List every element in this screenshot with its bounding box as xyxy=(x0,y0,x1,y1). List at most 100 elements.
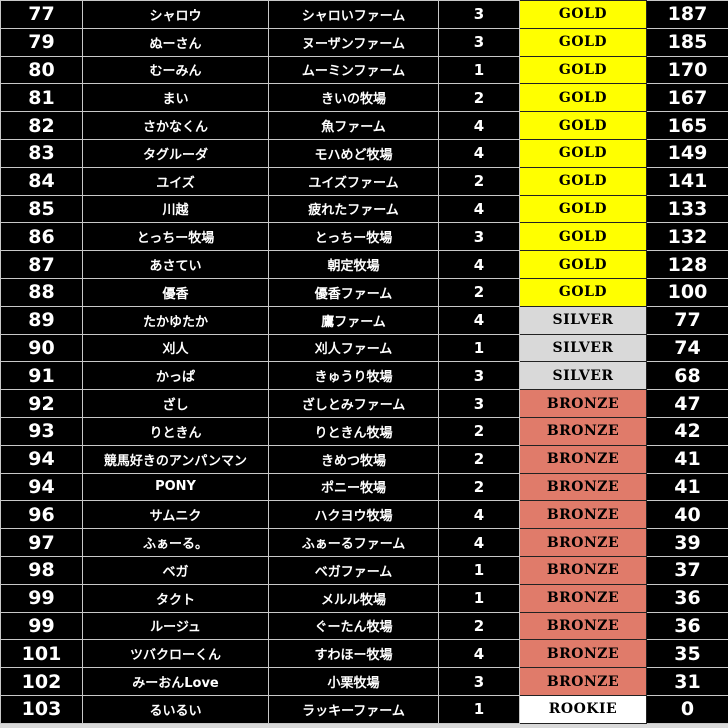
number-cell: 4 xyxy=(438,138,520,168)
table-row: 82 さかなくん 魚ファーム 4 GOLD 165 xyxy=(0,111,728,140)
number-cell: 3 xyxy=(438,27,520,57)
player-name-cell: あさてい xyxy=(82,250,269,279)
rank-cell: 88 xyxy=(0,277,83,307)
points-cell: 40 xyxy=(646,500,728,530)
rank-cell: 87 xyxy=(0,250,83,279)
tier-badge: SILVER xyxy=(519,333,647,363)
number-cell: 1 xyxy=(438,333,520,363)
number-cell: 4 xyxy=(438,639,520,669)
points-cell: 165 xyxy=(646,111,728,140)
number-cell: 4 xyxy=(438,250,520,279)
points-cell: 187 xyxy=(646,0,728,29)
number-cell: 1 xyxy=(438,55,520,85)
rank-cell: 86 xyxy=(0,222,83,252)
tier-badge: ROOKIE xyxy=(519,694,647,724)
rank-cell: 77 xyxy=(0,0,83,29)
tier-badge: GOLD xyxy=(519,166,647,196)
table-row: 91 かっぱ きゅうり牧場 3 SILVER 68 xyxy=(0,361,728,391)
table-row: 98 ベガ ベガファーム 1 BRONZE 37 xyxy=(0,555,728,585)
player-name-cell: PONY xyxy=(82,472,269,502)
table-row: 89 たかゆたか 鷹ファーム 4 SILVER 77 xyxy=(0,305,728,335)
table-row: 92 ざし ざしとみファーム 3 BRONZE 47 xyxy=(0,389,728,418)
rank-cell: 90 xyxy=(0,333,83,363)
player-name-cell: ベガ xyxy=(82,555,269,585)
tier-badge: BRONZE xyxy=(519,389,647,418)
points-cell: 0 xyxy=(646,694,728,724)
tier-badge: BRONZE xyxy=(519,444,647,474)
farm-name-cell: 優香ファーム xyxy=(268,277,439,307)
table-row: 94 競馬好きのアンパンマン きめつ牧場 2 BRONZE 41 xyxy=(0,444,728,474)
table-row: 88 優香 優香ファーム 2 GOLD 100 xyxy=(0,277,728,307)
rank-cell: 91 xyxy=(0,361,83,391)
tier-badge: GOLD xyxy=(519,83,647,113)
tier-badge: BRONZE xyxy=(519,583,647,613)
table-row: 93 りときん りときん牧場 2 BRONZE 42 xyxy=(0,416,728,446)
number-cell: 3 xyxy=(438,361,520,391)
rank-cell: 93 xyxy=(0,416,83,446)
number-cell: 3 xyxy=(438,222,520,252)
points-cell: 132 xyxy=(646,222,728,252)
tier-badge: GOLD xyxy=(519,0,647,29)
farm-name-cell: ベガファーム xyxy=(268,555,439,585)
player-name-cell: 優香 xyxy=(82,277,269,307)
farm-name-cell: きいの牧場 xyxy=(268,83,439,113)
farm-name-cell: 刈人ファーム xyxy=(268,333,439,363)
rank-cell: 102 xyxy=(0,667,83,696)
points-cell: 41 xyxy=(646,444,728,474)
player-name-cell: ふぁーる。 xyxy=(82,528,269,557)
rank-cell: 89 xyxy=(0,305,83,335)
rank-cell: 79 xyxy=(0,27,83,57)
tier-badge: BRONZE xyxy=(519,416,647,446)
rank-cell: 85 xyxy=(0,194,83,224)
tier-badge: GOLD xyxy=(519,250,647,279)
points-cell: 41 xyxy=(646,472,728,502)
farm-name-cell: 魚ファーム xyxy=(268,111,439,140)
farm-name-cell: きゅうり牧場 xyxy=(268,361,439,391)
points-cell: 37 xyxy=(646,555,728,585)
farm-name-cell: ハクヨウ牧場 xyxy=(268,500,439,530)
rank-cell: 82 xyxy=(0,111,83,140)
rank-cell: 99 xyxy=(0,611,83,641)
farm-name-cell: モハめど牧場 xyxy=(268,138,439,168)
player-name-cell: むーみん xyxy=(82,55,269,85)
points-cell: 185 xyxy=(646,27,728,57)
table-row: 99 ルージュ ぐーたん牧場 2 BRONZE 36 xyxy=(0,611,728,641)
tier-badge: BRONZE xyxy=(519,472,647,502)
points-cell: 39 xyxy=(646,528,728,557)
tier-badge: GOLD xyxy=(519,27,647,57)
points-cell: 170 xyxy=(646,55,728,85)
player-name-cell: みーおんLove xyxy=(82,667,269,696)
table-row: 101 ツバクローくん すわほー牧場 4 BRONZE 35 xyxy=(0,639,728,669)
farm-name-cell: とっちー牧場 xyxy=(268,222,439,252)
table-row: 81 まい きいの牧場 2 GOLD 167 xyxy=(0,83,728,113)
number-cell: 1 xyxy=(438,694,520,724)
points-cell: 36 xyxy=(646,583,728,613)
points-cell: 77 xyxy=(646,305,728,335)
tier-badge: BRONZE xyxy=(519,611,647,641)
table-row: 94 PONY ポニー牧場 2 BRONZE 41 xyxy=(0,472,728,502)
player-name-cell: サムニク xyxy=(82,500,269,530)
farm-name-cell: ざしとみファーム xyxy=(268,389,439,418)
tier-badge: BRONZE xyxy=(519,555,647,585)
player-name-cell: ざし xyxy=(82,389,269,418)
player-name-cell: ぬーさん xyxy=(82,27,269,57)
tier-badge: BRONZE xyxy=(519,500,647,530)
player-name-cell: りときん xyxy=(82,416,269,446)
table-row: 97 ふぁーる。 ふぁーるファーム 4 BRONZE 39 xyxy=(0,528,728,557)
player-name-cell: 競馬好きのアンパンマン xyxy=(82,444,269,474)
tier-badge: BRONZE xyxy=(519,528,647,557)
farm-name-cell: すわほー牧場 xyxy=(268,639,439,669)
player-name-cell: まい xyxy=(82,83,269,113)
number-cell: 4 xyxy=(438,305,520,335)
points-cell: 133 xyxy=(646,194,728,224)
tier-badge: BRONZE xyxy=(519,667,647,696)
table-row: 80 むーみん ムーミンファーム 1 GOLD 170 xyxy=(0,55,728,85)
farm-name-cell: ヌーザンファーム xyxy=(268,27,439,57)
rank-cell: 94 xyxy=(0,444,83,474)
player-name-cell: ツバクローくん xyxy=(82,639,269,669)
number-cell: 4 xyxy=(438,111,520,140)
table-row: 79 ぬーさん ヌーザンファーム 3 GOLD 185 xyxy=(0,27,728,57)
tier-badge: GOLD xyxy=(519,138,647,168)
tier-badge: GOLD xyxy=(519,222,647,252)
farm-name-cell: きめつ牧場 xyxy=(268,444,439,474)
